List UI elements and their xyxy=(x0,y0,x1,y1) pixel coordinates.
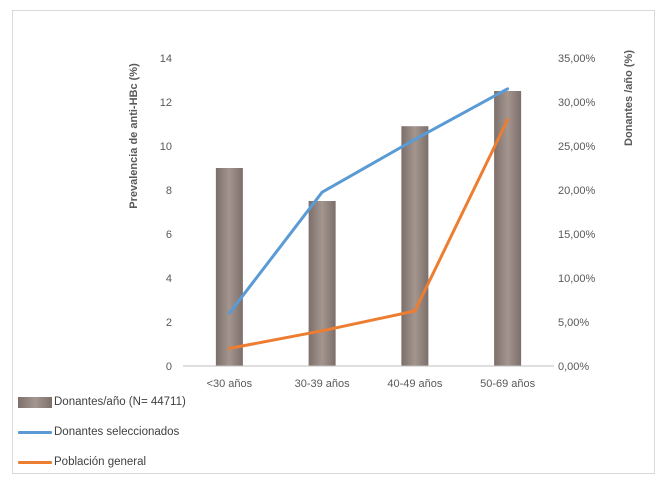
x-axis-tick-label: 50-69 años xyxy=(480,378,536,390)
bar-donantes-ano xyxy=(401,126,429,366)
chart-legend: Donantes/año (N= 44711) Donantes selecci… xyxy=(18,392,186,482)
bar-donantes-ano xyxy=(308,201,336,366)
left-axis-tick-label: 12 xyxy=(160,97,172,109)
series-line xyxy=(227,87,510,315)
right-axis-tick-label: 15,00% xyxy=(558,229,596,241)
left-axis-tick-label: 0 xyxy=(166,361,172,373)
left-axis-tick-label: 10 xyxy=(160,141,172,153)
bar-donantes-ano xyxy=(215,168,243,366)
x-axis-tick-label: <30 años xyxy=(207,378,253,390)
legend-item-poblacion-general: Población general xyxy=(18,452,186,472)
x-axis-tick-label: 40-49 años xyxy=(387,378,443,390)
series-line xyxy=(227,118,510,350)
left-axis-tick-label: 4 xyxy=(166,273,172,285)
right-axis-tick-label: 25,00% xyxy=(558,141,596,153)
bar-donantes-ano xyxy=(494,91,522,366)
right-axis-tick-label: 5,00% xyxy=(558,317,589,329)
right-axis-tick-label: 20,00% xyxy=(558,185,596,197)
legend-item-donantes-seleccionados: Donantes seleccionados xyxy=(18,422,186,442)
left-axis-tick-label: 6 xyxy=(166,229,172,241)
left-axis-tick-label: 8 xyxy=(166,185,172,197)
legend-swatch-bar xyxy=(18,396,52,408)
left-axis-tick-label: 14 xyxy=(160,53,172,65)
legend-label: Población general xyxy=(54,456,147,468)
right-axis-tick-label: 10,00% xyxy=(558,273,596,285)
left-axis-title: Prevalencia de anti-HBc (%) xyxy=(128,63,140,209)
legend-swatch-line xyxy=(18,430,52,434)
legend-item-donantes-ano: Donantes/año (N= 44711) xyxy=(18,392,186,412)
legend-label: Donantes seleccionados xyxy=(54,426,180,438)
right-axis-title: Donantes /año (%) xyxy=(623,50,635,146)
left-axis-tick-label: 2 xyxy=(166,317,172,329)
legend-label: Donantes/año (N= 44711) xyxy=(54,396,186,408)
right-axis-tick-label: 30,00% xyxy=(558,97,596,109)
right-axis-tick-label: 35,00% xyxy=(558,53,596,65)
x-axis-tick-label: 30-39 años xyxy=(295,378,351,390)
legend-swatch-line xyxy=(18,460,52,464)
right-axis-tick-label: 0,00% xyxy=(558,361,589,373)
